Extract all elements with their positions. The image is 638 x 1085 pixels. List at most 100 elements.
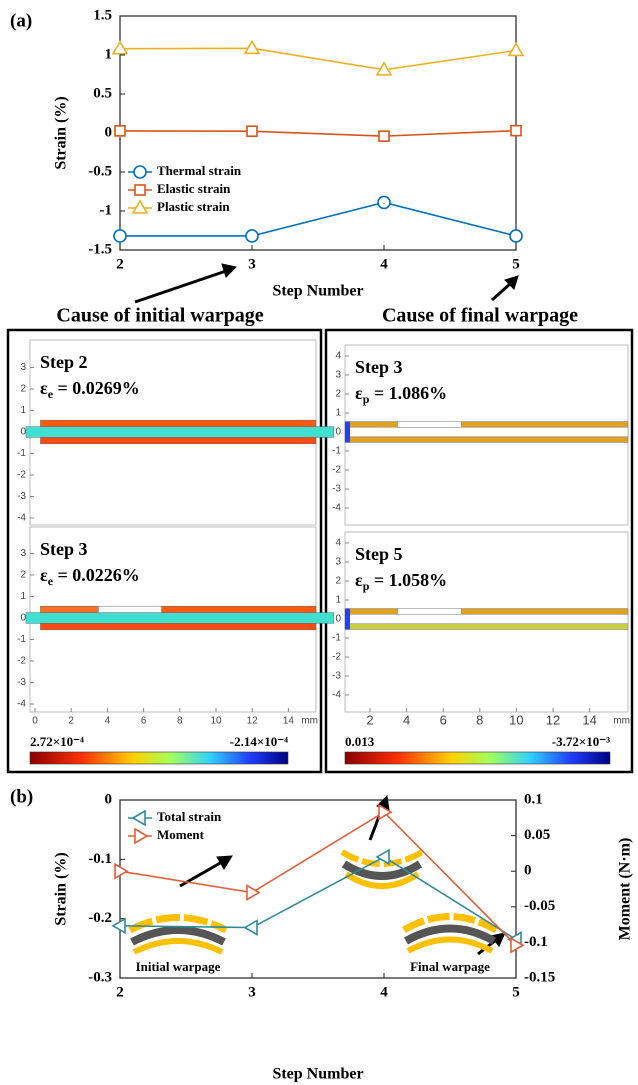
legend-label: Thermal strain <box>157 163 242 178</box>
panel-label: (b) <box>10 786 33 807</box>
y-tick-label: 1 <box>20 591 26 602</box>
layer <box>344 623 629 630</box>
y2-axis-label: Moment (N·m) <box>617 838 634 941</box>
marker <box>378 130 390 142</box>
y-tick-label: 0 <box>105 791 113 807</box>
layer <box>397 608 462 615</box>
y2-tick-label: 0 <box>524 863 532 879</box>
layer <box>344 608 398 615</box>
y-tick-label: 3 <box>20 548 26 559</box>
marker <box>510 936 525 954</box>
x-tick-label: 12 <box>247 716 259 727</box>
marker <box>243 39 261 55</box>
layer <box>344 427 629 437</box>
annotation: Final warpage <box>410 959 490 974</box>
y2-tick-label: -0.15 <box>524 969 555 985</box>
y2-tick-label: 0.1 <box>524 791 543 807</box>
marker <box>134 184 146 196</box>
y-tick-label: -2 <box>17 656 26 667</box>
strain-value: = 1.058% <box>369 570 447 590</box>
y-tick-label: 3 <box>20 362 26 373</box>
y-tick-label: 2 <box>335 389 341 400</box>
y-tick-label: 1 <box>20 405 26 416</box>
y-tick-label: -1 <box>17 448 26 459</box>
x-tick-label: 5 <box>512 256 520 272</box>
strain-label: εp = 1.058% <box>355 570 447 593</box>
strain-value: = 1.086% <box>369 383 447 403</box>
annotation: Initial warpage <box>136 959 221 974</box>
y-tick-label: -2 <box>17 470 26 481</box>
x-tick-label: 4 <box>380 984 388 1000</box>
y-tick-label: -0.2 <box>88 910 112 926</box>
y-tick-label: -3 <box>17 677 26 688</box>
strain-subscript: e <box>48 387 54 401</box>
y-tick-label: -1 <box>332 446 341 457</box>
colorbar-min: -2.14×10⁻⁴ <box>230 734 288 749</box>
colorbar <box>29 751 289 765</box>
marker <box>509 229 523 243</box>
colorbar-min: -3.72×10⁻³ <box>552 734 610 749</box>
marker <box>377 195 391 210</box>
marker <box>114 862 129 880</box>
marker <box>246 884 261 901</box>
x-tick-label: 6 <box>141 716 147 727</box>
y-tick-label: 0 <box>20 613 26 624</box>
marker <box>375 61 393 76</box>
strain-value: = 0.0269% <box>53 378 140 398</box>
x-unit: mm <box>613 716 630 727</box>
marker <box>113 229 127 243</box>
y-tick-label: -1.5 <box>88 241 112 257</box>
x-tick-label: 8 <box>476 712 483 727</box>
x-tick-label: 10 <box>210 716 222 727</box>
layer <box>25 426 334 438</box>
y-tick-label: -3 <box>332 484 341 495</box>
y-axis-label: Strain (%) <box>53 96 70 169</box>
strain-value: = 0.0226% <box>53 565 140 585</box>
step-label: Step 5 <box>355 544 403 564</box>
x-tick-label: 3 <box>248 984 256 1000</box>
y-tick-label: 0 <box>335 614 341 625</box>
y-tick-label: -0.3 <box>88 969 112 985</box>
y2-tick-label: -0.05 <box>524 898 555 914</box>
y-tick-label: 0 <box>20 427 26 438</box>
marker <box>133 165 147 179</box>
y2-tick-label: -0.1 <box>524 934 548 950</box>
legend-label: Total strain <box>157 809 222 824</box>
y2-tick-label: 0.05 <box>524 827 550 843</box>
x-tick-label: 4 <box>105 716 111 727</box>
marker <box>111 40 129 55</box>
x-axis-label: Step Number <box>272 1066 363 1083</box>
legend-label: Plastic strain <box>157 199 230 214</box>
marker <box>245 229 259 243</box>
strain-subscript: e <box>48 574 54 588</box>
marker <box>131 199 149 214</box>
y-tick-label: -4 <box>17 699 26 710</box>
panel-frame <box>6 328 323 774</box>
y-tick-label: 2 <box>20 384 26 395</box>
x-tick-label: 2 <box>116 984 124 1000</box>
y-tick-label: -2 <box>332 652 341 663</box>
x-tick-label: 2 <box>116 256 124 272</box>
series-line <box>119 856 517 941</box>
marker <box>131 809 146 827</box>
layer <box>161 605 317 613</box>
y-tick-label: 3 <box>335 370 341 381</box>
y-tick-label: 2 <box>20 570 26 581</box>
y-tick-label: -1 <box>17 634 26 645</box>
series-line <box>119 47 517 71</box>
layer <box>40 419 317 427</box>
y-tick-label: 1 <box>105 46 113 62</box>
marker <box>375 848 390 866</box>
x-tick-label: 10 <box>509 712 523 727</box>
y-tick-label: -0.5 <box>88 163 112 179</box>
y-tick-label: -4 <box>17 513 26 524</box>
y-tick-label: -1 <box>332 633 341 644</box>
strain-subscript: p <box>363 392 370 406</box>
legend-label: Elastic strain <box>157 181 231 196</box>
layer <box>40 605 99 613</box>
x-tick-label: 2 <box>366 712 373 727</box>
y-tick-label: 0 <box>105 124 113 140</box>
y-tick-label: 0.5 <box>93 85 112 101</box>
layer <box>344 436 629 443</box>
